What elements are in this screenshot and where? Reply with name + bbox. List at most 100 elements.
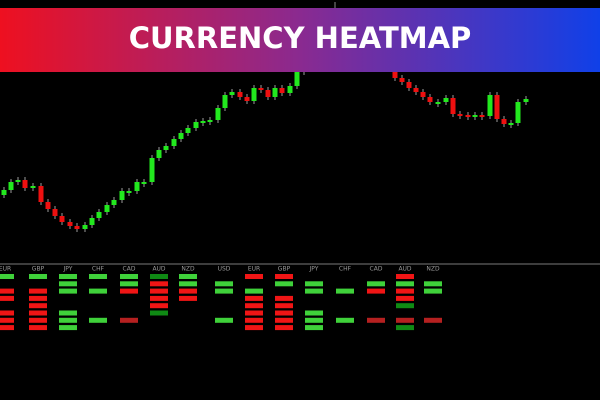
candle-body [435, 102, 441, 104]
candlestick-chart [1, 63, 529, 232]
candle-body [287, 86, 293, 93]
heat-cell [424, 288, 442, 294]
candle-body [450, 98, 456, 114]
heat-cell [150, 310, 168, 316]
heat-cell [0, 295, 14, 301]
heat-cell [120, 274, 138, 279]
heat-cell [245, 288, 263, 294]
currency-label: NZD [181, 266, 195, 273]
heat-cell [275, 281, 293, 287]
candle-body [67, 222, 73, 226]
candle-body [413, 88, 419, 92]
heat-cell [336, 288, 354, 294]
heat-cell [396, 303, 414, 309]
heat-cell [336, 317, 354, 323]
candle-body [52, 209, 58, 216]
heat-cell [179, 288, 197, 294]
heat-cell [396, 281, 414, 287]
candle-body [479, 115, 485, 117]
candle-body [420, 92, 426, 97]
candle-body [265, 90, 271, 97]
heat-cell [424, 281, 442, 287]
candle-body [38, 186, 44, 202]
currency-label: USD [218, 266, 231, 273]
heat-cell [305, 281, 323, 287]
candle-body [251, 88, 257, 101]
candle-body [258, 88, 264, 90]
heat-cell [150, 288, 168, 294]
candle-body [457, 114, 463, 116]
candle-body [119, 191, 125, 200]
heat-cell [305, 288, 323, 294]
heat-cell [59, 325, 77, 331]
candle-body [163, 146, 169, 150]
candle-body [443, 98, 449, 102]
heat-cell [89, 317, 107, 323]
heat-cell [0, 317, 14, 323]
candle-body [399, 78, 405, 82]
currency-label: AUD [152, 266, 165, 273]
heat-cell [29, 325, 47, 331]
candle-body [523, 99, 529, 102]
candle-body [508, 123, 514, 125]
candle-body [501, 119, 507, 124]
candle-body [193, 122, 199, 128]
candle-body [178, 133, 184, 139]
heat-cell [305, 317, 323, 323]
heatmap: EUR GBP JPY CHF CAD AUD NZD USD EUR GBP JPY CHF CAD A… [0, 266, 442, 331]
heat-cell [29, 274, 47, 279]
heat-cell [245, 317, 263, 323]
candle-body [22, 180, 28, 188]
heat-cell [150, 303, 168, 309]
candle-body [494, 95, 500, 119]
heat-cell [150, 274, 168, 279]
heat-cell [245, 325, 263, 331]
heat-cell [275, 295, 293, 301]
candle-body [200, 121, 206, 123]
heat-cell [275, 310, 293, 316]
candle-body [141, 182, 147, 184]
heat-cell [59, 281, 77, 287]
currency-label: JPY [309, 266, 319, 273]
heat-cell [396, 288, 414, 294]
candle-body [96, 212, 102, 218]
heat-cell [179, 295, 197, 301]
heat-cell [29, 288, 47, 294]
banner-title: CURRENCY HEATMAP [129, 21, 472, 55]
currency-label: NZD [426, 266, 440, 273]
heat-cell [120, 317, 138, 323]
heat-cell [305, 325, 323, 331]
heat-cell [275, 317, 293, 323]
candle-body [237, 92, 243, 97]
heat-cell [367, 281, 385, 287]
heat-cell [29, 295, 47, 301]
heat-cell [29, 317, 47, 323]
heat-cell [245, 303, 263, 309]
candle-body [472, 115, 478, 117]
heat-cell [179, 274, 197, 279]
currency-label: AUD [398, 266, 411, 273]
currency-label: EUR [0, 266, 11, 273]
heat-cell [245, 274, 263, 279]
candle-body [8, 182, 14, 190]
heat-cell [150, 281, 168, 287]
heat-cell [59, 274, 77, 279]
currency-label: JPY [63, 266, 73, 273]
candle-body [279, 88, 285, 93]
candle-body [134, 182, 140, 191]
candle-body [229, 92, 235, 95]
heat-cell [367, 317, 385, 323]
currency-label: CHF [339, 266, 352, 273]
heat-cell [59, 317, 77, 323]
candle-body [515, 102, 521, 123]
candle-body [406, 82, 412, 88]
heat-cell [367, 288, 385, 294]
candle-body [156, 150, 162, 158]
candle-body [30, 186, 36, 188]
heat-cell [275, 325, 293, 331]
heat-cell [179, 281, 197, 287]
candle-body [149, 158, 155, 182]
candle-body [392, 70, 398, 78]
